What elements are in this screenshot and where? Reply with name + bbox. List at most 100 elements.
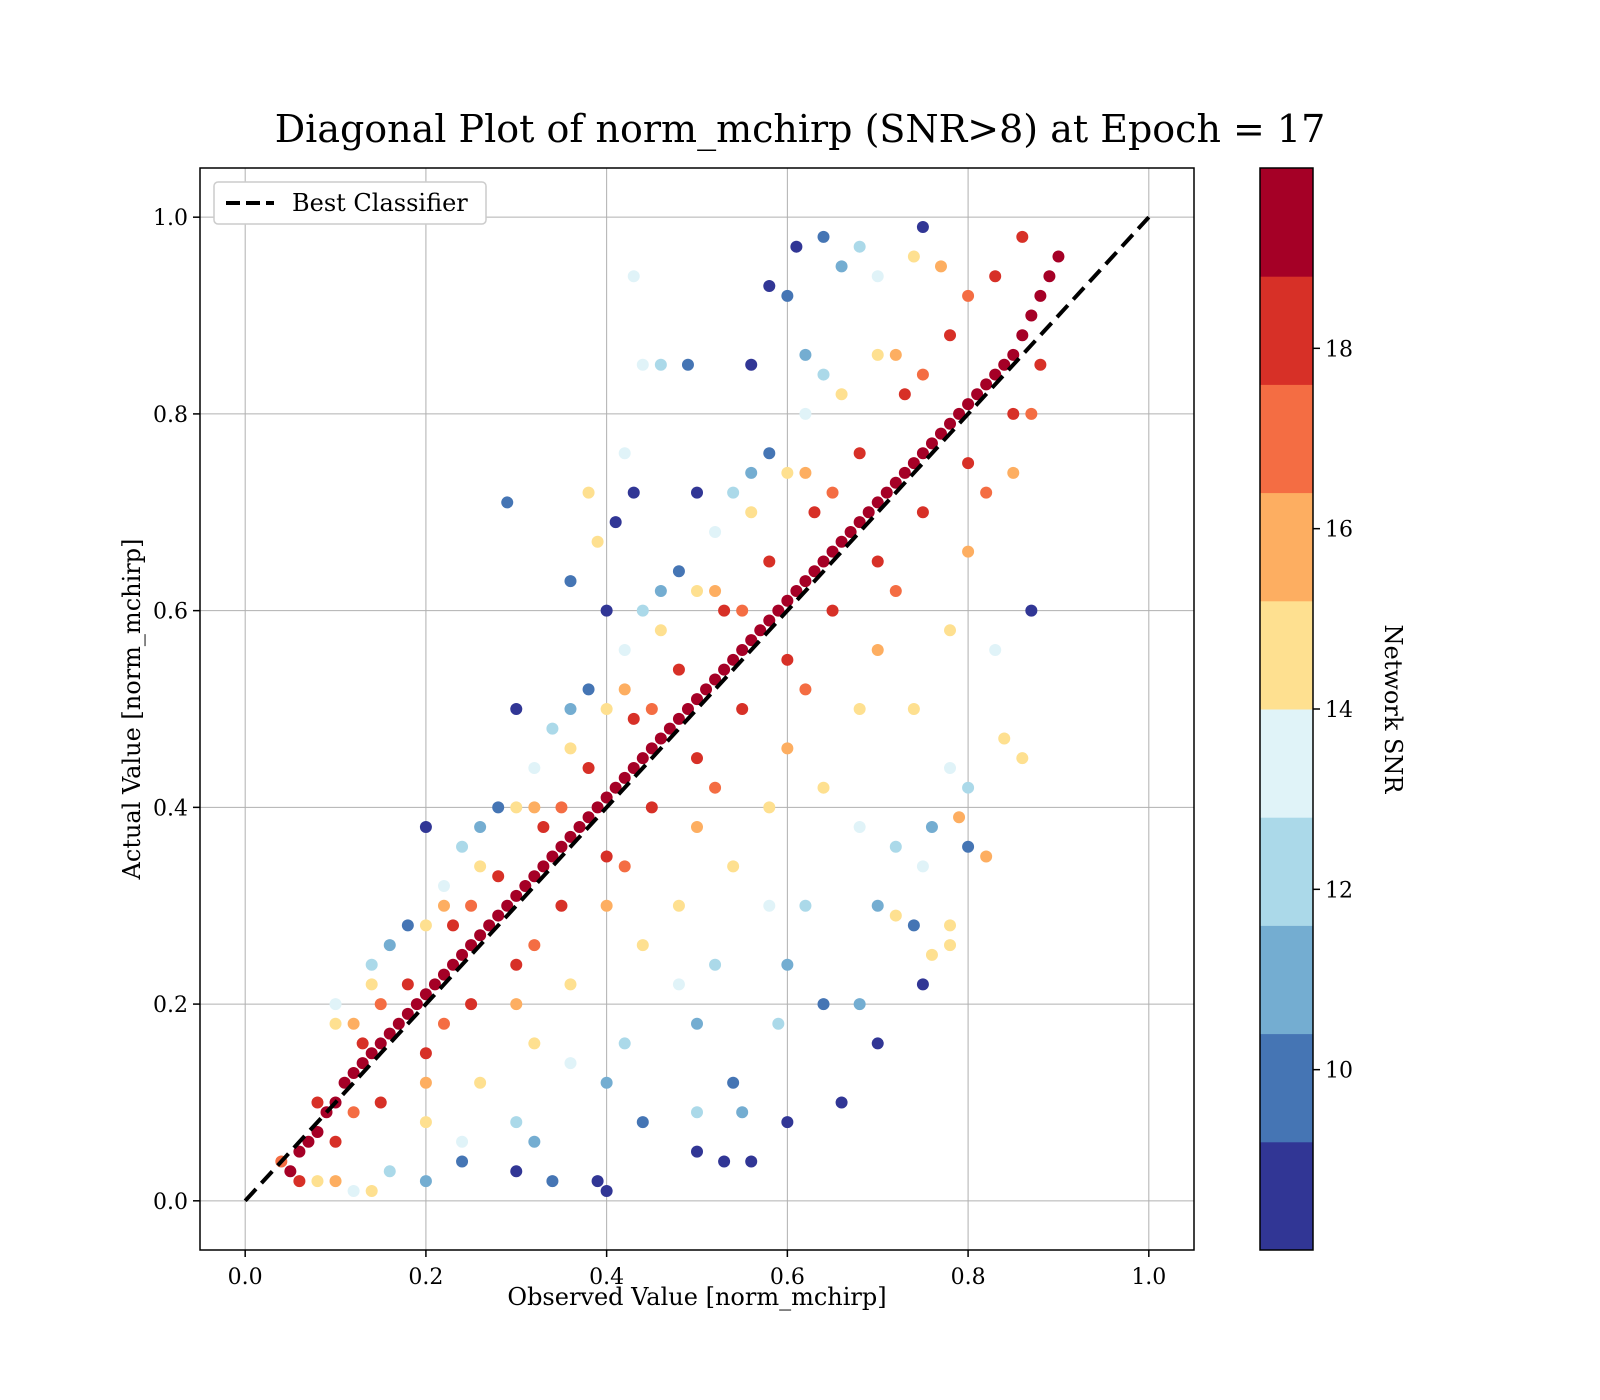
scatter-point-224 (727, 486, 740, 499)
scatter-point-82 (1025, 309, 1038, 322)
scatter-point-128 (889, 584, 902, 597)
scatter-point-134 (645, 703, 658, 715)
colorbar-segment-1 (1260, 1033, 1313, 1143)
scatter-point-236 (925, 821, 938, 834)
scatter-point-233 (691, 1017, 703, 1030)
scatter-point-63 (853, 516, 866, 529)
scatter-point-106 (401, 978, 414, 991)
scatter-point-274 (691, 486, 703, 499)
colorbar-label: Network SNR (1379, 625, 1407, 795)
scatter-point-182 (817, 781, 830, 794)
scatter-point-222 (546, 722, 559, 735)
scatter-point-209 (636, 358, 649, 371)
scatter-point-23 (492, 909, 505, 922)
scatter-point-61 (835, 535, 848, 548)
scatter-point-91 (510, 958, 523, 971)
scatter-point-97 (781, 653, 794, 666)
scatter-point-10 (374, 1037, 387, 1050)
scatter-point-171 (781, 466, 794, 479)
scatter-point-154 (889, 348, 902, 361)
scatter-point-65 (871, 496, 884, 509)
scatter-point-143 (691, 821, 703, 834)
scatter-point-187 (564, 742, 577, 755)
scatter-point-33 (582, 811, 595, 824)
scatter-point-258 (781, 289, 794, 302)
scatter-point-110 (582, 762, 595, 775)
scatter-point-16 (428, 978, 441, 991)
scatter-point-219 (962, 781, 975, 794)
scatter-point-145 (871, 643, 884, 656)
legend: Best Classifier (213, 181, 487, 225)
scatter-point-208 (871, 270, 884, 283)
y-tick-label-0: 0.0 (153, 1190, 188, 1215)
y-tick-label-5: 1.0 (153, 206, 188, 231)
scatter-point-152 (709, 584, 722, 597)
scatter-point-108 (492, 870, 505, 883)
scatter-point-8 (356, 1057, 369, 1070)
scatter-point-238 (474, 821, 487, 834)
scatter-point-253 (401, 919, 414, 932)
x-tick-label-5: 1.0 (1131, 1265, 1166, 1290)
scatter-point-206 (709, 525, 722, 538)
scatter-point-52 (754, 624, 767, 637)
scatter-point-50 (736, 643, 749, 656)
scatter-point-146 (962, 545, 975, 558)
scatter-point-259 (817, 230, 830, 243)
scatter-point-99 (871, 555, 884, 568)
scatter-point-20 (465, 939, 478, 952)
scatter-point-223 (636, 604, 649, 617)
scatter-point-51 (745, 634, 758, 647)
scatter-point-189 (745, 506, 758, 519)
legend-box (213, 181, 487, 225)
scatter-point-114 (763, 555, 776, 568)
scatter-point-29 (546, 850, 559, 863)
colorbar-segment-6 (1260, 492, 1313, 602)
scatter-point-177 (311, 1175, 324, 1188)
scatter-point-138 (962, 289, 975, 302)
scatter-point-267 (781, 1116, 794, 1129)
scatter-point-255 (582, 683, 595, 696)
scatter-point-60 (826, 545, 839, 558)
scatter-point-170 (691, 584, 703, 597)
colorbar-tick-label-0: 10 (1325, 1059, 1353, 1084)
scatter-point-232 (600, 1076, 613, 1089)
scatter-point-188 (654, 624, 667, 637)
scatter-point-147 (1007, 466, 1020, 479)
scatter-point-78 (989, 368, 1002, 381)
y-axis-ticks: 0.0 0.2 0.4 0.6 0.8 1.0 (153, 206, 200, 1215)
scatter-point-200 (944, 762, 957, 775)
scatter-point-139 (329, 1175, 342, 1188)
scatter-point-86 (293, 1175, 306, 1188)
scatter-point-90 (465, 998, 478, 1011)
scatter-point-47 (709, 673, 722, 686)
scatter-point-57 (799, 575, 812, 588)
scatter-point-75 (962, 398, 975, 411)
scatter-point-43 (672, 712, 685, 725)
scatter-point-191 (907, 250, 920, 263)
scatter-point-272 (510, 703, 523, 715)
scatter-point-283 (916, 221, 929, 234)
scatter-point-127 (799, 683, 812, 696)
scatter-point-85 (1052, 250, 1065, 263)
scatter-point-198 (763, 899, 776, 912)
scatter-point-77 (980, 378, 993, 391)
scatter-point-45 (691, 693, 703, 706)
scatter-point-180 (636, 939, 649, 952)
scatter-point-225 (817, 368, 830, 381)
scatter-point-125 (618, 860, 631, 873)
scatter-point-169 (600, 703, 613, 715)
x-tick-label-3: 0.6 (770, 1265, 805, 1290)
colorbar-segment-2 (1260, 925, 1313, 1035)
scatter-point-248 (636, 1116, 649, 1129)
colorbar-segment-3 (1260, 817, 1313, 926)
scatter-point-21 (474, 929, 487, 942)
scatter-point-164 (944, 624, 957, 637)
scatter-point-183 (907, 703, 920, 715)
colorbar-segment-4 (1260, 709, 1313, 818)
scatter-point-123 (437, 1017, 450, 1030)
scatter-point-112 (672, 663, 685, 676)
scatter-point-250 (817, 998, 830, 1011)
scatter-point-262 (681, 358, 694, 371)
scatter-point-228 (772, 1017, 785, 1030)
